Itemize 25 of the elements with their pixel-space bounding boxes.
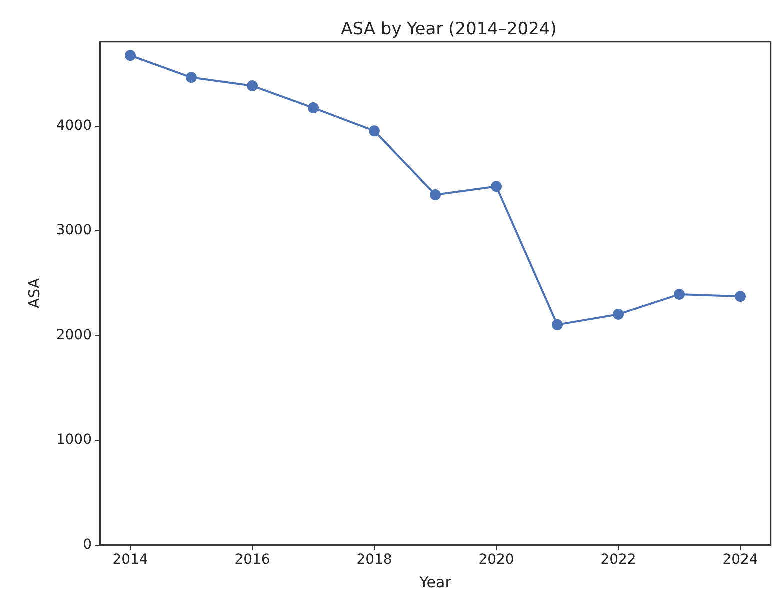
x-axis-title: Year [418,574,452,592]
y-tick-label: 4000 [56,118,92,134]
point [674,289,685,300]
y-tick-label: 0 [83,537,92,553]
point [735,291,746,302]
y-axis-title: ASA [26,278,44,309]
x-tick-label: 2020 [478,552,514,568]
point [491,181,502,192]
x-tick-label: 2018 [356,552,392,568]
point [308,102,319,114]
point [247,80,258,92]
x-tick-label: 2024 [722,552,758,568]
y-tick-label: 1000 [56,432,92,448]
point [125,50,136,62]
y-tick-label: 3000 [56,222,92,239]
point [613,308,624,320]
x-tick-label: 2014 [112,552,148,568]
y-tick-label: 2000 [56,327,92,344]
point [430,190,441,200]
point [552,319,563,330]
chart-title: ASA by Year (2014–2024) [341,20,557,40]
point [369,126,380,137]
x-tick-label: 2022 [600,552,636,568]
point [186,72,197,84]
x-tick-label: 2016 [234,552,270,568]
